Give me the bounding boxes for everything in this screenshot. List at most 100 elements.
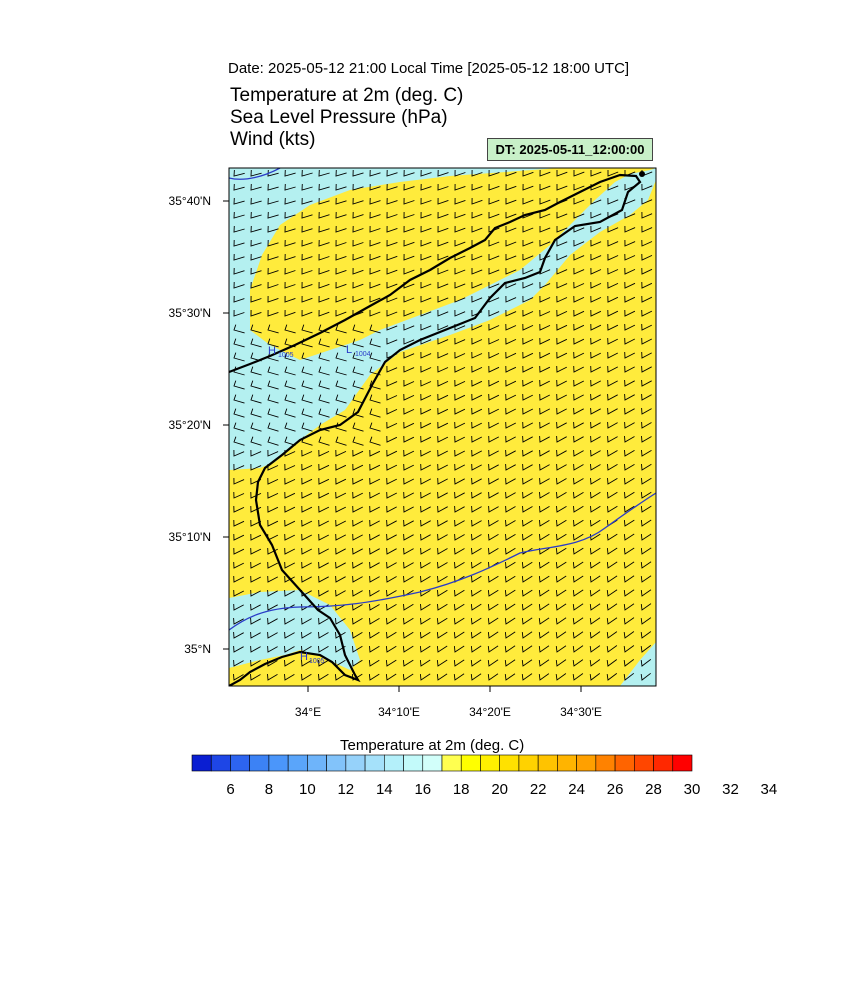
wind-barb: [420, 603, 431, 611]
wind-barb: [607, 197, 619, 205]
wind-barb: [640, 603, 652, 611]
wind-barb: [555, 673, 567, 681]
wind-barb: [573, 184, 585, 191]
wind-barb: [250, 324, 262, 334]
wind-barb: [487, 659, 499, 667]
wind-barb: [641, 407, 652, 415]
wind-barb: [623, 589, 635, 597]
wind-barb: [556, 239, 568, 247]
wind-barb: [386, 253, 398, 261]
wind-barb: [318, 309, 330, 317]
wind-barb: [284, 477, 296, 485]
wind-barb: [233, 309, 245, 317]
wind-barb: [488, 323, 500, 331]
wind-barb: [437, 337, 449, 345]
wind-barb: [436, 617, 448, 625]
colorbar-box: [537, 754, 558, 772]
lon-label-3400: 34°E: [295, 705, 321, 719]
wind-barb: [335, 631, 346, 639]
wind-barb: [318, 408, 330, 418]
wind-barb: [437, 463, 449, 471]
wind-barb: [640, 631, 652, 639]
wind-barb: [504, 631, 516, 639]
wind-barb: [539, 435, 550, 443]
wind-barb: [385, 673, 397, 681]
cool-region-southeast: [620, 642, 656, 686]
wind-barb: [573, 323, 585, 331]
wind-barb: [607, 463, 618, 471]
wind-barb: [504, 603, 516, 611]
wind-barb: [284, 659, 295, 667]
wind-barb: [505, 421, 517, 429]
lat-label-3520: 35°20'N: [169, 418, 211, 432]
wind-barb: [352, 239, 364, 247]
wind-barb: [522, 407, 534, 415]
wind-barb: [607, 239, 619, 247]
wind-barb: [335, 253, 347, 261]
wind-barb: [623, 519, 635, 527]
wind-barb: [453, 603, 465, 611]
wind-barb: [640, 519, 652, 527]
wind-barb: [267, 197, 279, 205]
wind-barb: [573, 491, 584, 499]
wind-barb: [352, 561, 363, 569]
wind-barb: [606, 659, 618, 667]
wind-barb: [590, 253, 602, 261]
wind-barb: [233, 477, 245, 485]
wind-barb: [352, 422, 364, 432]
wind-barb: [471, 589, 482, 597]
colorbar-title: Temperature at 2m (deg. C): [340, 737, 525, 754]
wind-barb: [522, 547, 533, 555]
wind-barb: [556, 170, 568, 177]
wind-barb: [607, 337, 619, 345]
wind-barb: [250, 449, 262, 457]
wind-barb: [641, 337, 653, 345]
wind-barb: [284, 547, 296, 555]
wind-barb: [250, 617, 261, 625]
wind-barb: [471, 575, 482, 583]
wind-barb: [641, 351, 652, 359]
wind-barb: [386, 449, 398, 457]
wind-barb: [504, 589, 516, 597]
colorbar-box: [422, 754, 443, 772]
wind-barb: [589, 561, 601, 569]
title-wind: Wind (kts): [230, 129, 316, 150]
wind-barb: [386, 282, 398, 289]
wind-barb: [267, 239, 279, 247]
wind-barb: [437, 589, 448, 597]
wind-barb: [471, 491, 482, 499]
wind-barb: [369, 408, 381, 418]
wind-barb: [556, 421, 567, 429]
colorbar-box: [653, 754, 674, 772]
wind-barb: [403, 365, 415, 373]
wind-barb: [352, 645, 363, 653]
wind-barb: [386, 379, 398, 387]
wind-barb: [335, 267, 347, 275]
wind-barb: [505, 393, 517, 401]
wind-barb: [641, 183, 653, 191]
wind-barb: [352, 575, 363, 583]
wind-barb: [505, 435, 516, 443]
wind-barb: [352, 394, 364, 404]
wind-barb: [590, 463, 601, 471]
wind-barb: [267, 380, 279, 390]
wind-barb: [624, 239, 636, 247]
wind-barb: [538, 561, 550, 569]
wind-barb: [470, 631, 482, 639]
wind-barb: [470, 603, 482, 611]
wind-barb: [589, 589, 601, 597]
wind-barb: [437, 365, 449, 373]
wind-barb: [505, 379, 517, 387]
wind-barb: [607, 449, 618, 457]
wind-barb: [573, 421, 584, 429]
wind-barb: [437, 435, 449, 443]
wind-barb: [403, 575, 414, 583]
wind-barb: [386, 575, 397, 583]
coastline-north-peninsula: [229, 173, 642, 686]
colorbar-box: [249, 754, 270, 772]
wind-barb: [403, 631, 414, 639]
wind-barb: [369, 547, 380, 555]
wind-barb: [267, 211, 279, 219]
wind-barb: [301, 366, 313, 376]
wind-barb: [590, 365, 602, 373]
